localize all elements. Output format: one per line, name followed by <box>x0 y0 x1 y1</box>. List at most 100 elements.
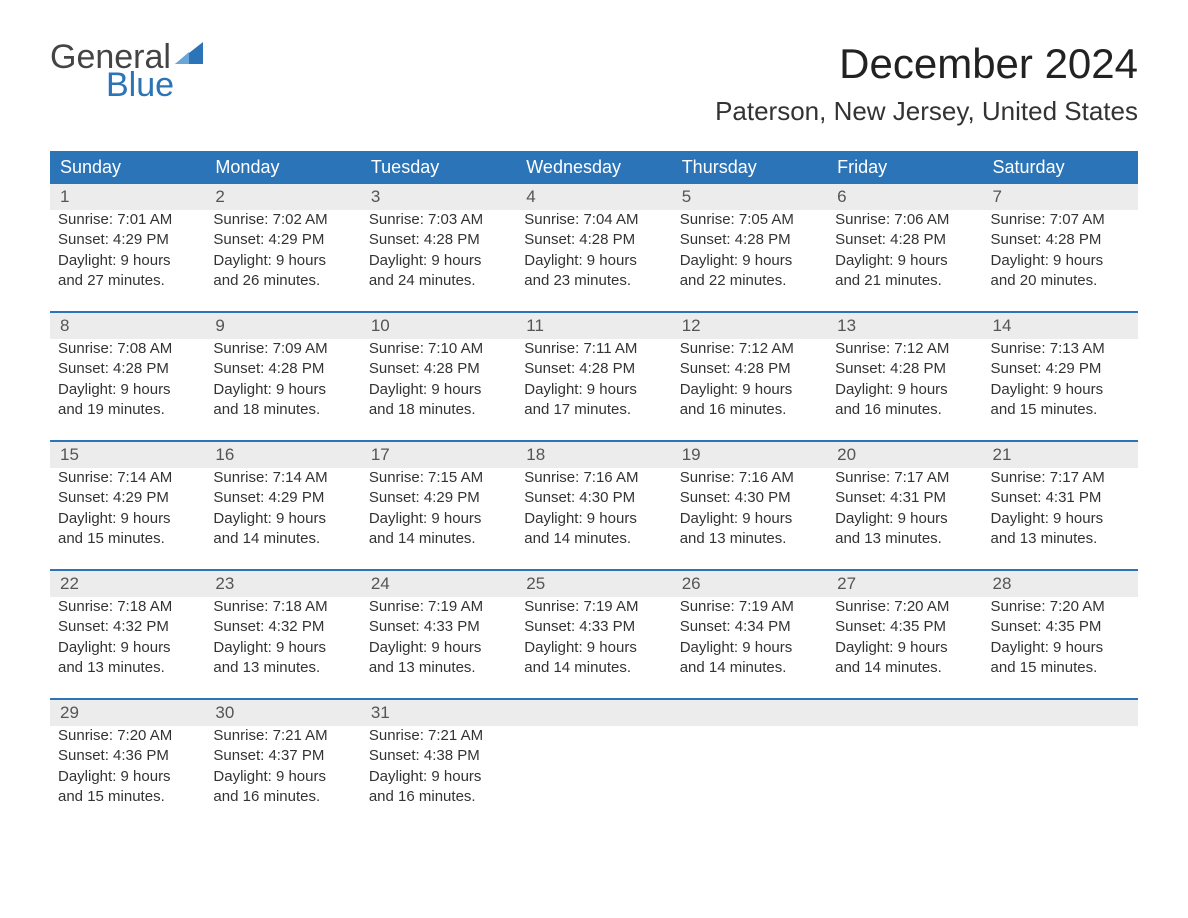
sunrise-line: Sunrise: 7:13 AM <box>991 339 1130 359</box>
weekday-header: Thursday <box>672 151 827 184</box>
daylight-line-1: Daylight: 9 hours <box>58 380 197 400</box>
daylight-line-2: and 18 minutes. <box>213 400 352 420</box>
day-number: 1 <box>50 184 205 210</box>
daylight-line-2: and 13 minutes. <box>835 529 974 549</box>
day-cell: Sunrise: 7:21 AMSunset: 4:38 PMDaylight:… <box>361 726 516 827</box>
day-content-row: Sunrise: 7:01 AMSunset: 4:29 PM Daylight:… <box>50 210 1138 312</box>
sunrise-line: Sunrise: 7:03 AM <box>369 210 508 230</box>
daylight-line-2: and 14 minutes. <box>369 529 508 549</box>
sunset-line: Sunset: 4:28 PM <box>369 359 508 379</box>
day-number-row: 22232425262728 <box>50 570 1138 597</box>
sunrise-line: Sunrise: 7:14 AM <box>58 468 197 488</box>
sunset-line: Sunset: 4:29 PM <box>58 488 197 508</box>
sunset-line: Sunset: 4:28 PM <box>835 230 974 250</box>
daylight-line-1: Daylight: 9 hours <box>835 509 974 529</box>
sunrise-line: Sunrise: 7:05 AM <box>680 210 819 230</box>
day-number: 24 <box>361 570 516 597</box>
sail-icon <box>175 42 205 70</box>
sunrise-line: Sunrise: 7:01 AM <box>58 210 197 230</box>
daylight-line-1: Daylight: 9 hours <box>680 509 819 529</box>
daylight-line-1: Daylight: 9 hours <box>213 767 352 787</box>
day-number: 28 <box>983 570 1138 597</box>
daylight-line-2: and 14 minutes. <box>524 529 663 549</box>
day-number: 10 <box>361 312 516 339</box>
empty-cell <box>516 699 671 726</box>
day-number: 22 <box>50 570 205 597</box>
day-number: 23 <box>205 570 360 597</box>
day-number: 9 <box>205 312 360 339</box>
sunset-line: Sunset: 4:33 PM <box>369 617 508 637</box>
daylight-line-1: Daylight: 9 hours <box>680 380 819 400</box>
weekday-header: Sunday <box>50 151 205 184</box>
day-number-row: 15161718192021 <box>50 441 1138 468</box>
day-cell: Sunrise: 7:04 AMSunset: 4:28 PMDaylight:… <box>516 210 671 312</box>
day-cell: Sunrise: 7:18 AMSunset: 4:32 PMDaylight:… <box>50 597 205 699</box>
sunset-line: Sunset: 4:28 PM <box>835 359 974 379</box>
sunrise-line: Sunrise: 7:20 AM <box>835 597 974 617</box>
day-number: 17 <box>361 441 516 468</box>
weekday-header-row: Sunday Monday Tuesday Wednesday Thursday… <box>50 151 1138 184</box>
daylight-line-2: and 15 minutes. <box>991 658 1130 678</box>
sunrise-line: Sunrise: 7:21 AM <box>369 726 508 746</box>
sunset-line: Sunset: 4:29 PM <box>58 230 197 250</box>
day-content-row: Sunrise: 7:18 AMSunset: 4:32 PMDaylight:… <box>50 597 1138 699</box>
sunrise-line: Sunrise: 7:08 AM <box>58 339 197 359</box>
day-cell: Sunrise: 7:14 AMSunset: 4:29 PMDaylight:… <box>205 468 360 570</box>
sunrise-line: Sunrise: 7:21 AM <box>213 726 352 746</box>
month-title: December 2024 <box>715 40 1138 88</box>
empty-cell <box>672 726 827 827</box>
daylight-line-1: Daylight: 9 hours <box>680 638 819 658</box>
sunset-line: Sunset: 4:32 PM <box>58 617 197 637</box>
sunrise-line: Sunrise: 7:11 AM <box>524 339 663 359</box>
daylight-line-1: Daylight: 9 hours <box>369 380 508 400</box>
calendar-table: Sunday Monday Tuesday Wednesday Thursday… <box>50 151 1138 827</box>
day-number: 15 <box>50 441 205 468</box>
day-cell: Sunrise: 7:02 AMSunset: 4:29 PMDaylight:… <box>205 210 360 312</box>
day-cell: Sunrise: 7:14 AMSunset: 4:29 PMDaylight:… <box>50 468 205 570</box>
day-number: 30 <box>205 699 360 726</box>
daylight-line-1: Daylight: 9 hours <box>991 380 1130 400</box>
sunset-line: Sunset: 4:28 PM <box>58 359 197 379</box>
sunset-line: Sunset: 4:31 PM <box>991 488 1130 508</box>
daylight-line-2: and 14 minutes. <box>680 658 819 678</box>
sunset-line: Sunset: 4:28 PM <box>680 359 819 379</box>
sunset-line: Sunset: 4:34 PM <box>680 617 819 637</box>
day-number: 8 <box>50 312 205 339</box>
sunrise-line: Sunrise: 7:16 AM <box>524 468 663 488</box>
day-cell: Sunrise: 7:18 AMSunset: 4:32 PMDaylight:… <box>205 597 360 699</box>
sunrise-line: Sunrise: 7:19 AM <box>524 597 663 617</box>
day-number: 27 <box>827 570 982 597</box>
daylight-line-2: and 13 minutes. <box>213 658 352 678</box>
sunrise-line: Sunrise: 7:06 AM <box>835 210 974 230</box>
day-cell: Sunrise: 7:12 AMSunset: 4:28 PMDaylight:… <box>827 339 982 441</box>
daylight-line-2: and 27 minutes. <box>58 271 197 291</box>
day-number-row: 891011121314 <box>50 312 1138 339</box>
day-content-row: Sunrise: 7:14 AMSunset: 4:29 PMDaylight:… <box>50 468 1138 570</box>
day-cell: Sunrise: 7:16 AMSunset: 4:30 PMDaylight:… <box>516 468 671 570</box>
daylight-line-1: Daylight: 9 hours <box>213 251 352 271</box>
daylight-line-1: Daylight: 9 hours <box>680 251 819 271</box>
daylight-line-2: and 16 minutes. <box>835 400 974 420</box>
sunset-line: Sunset: 4:28 PM <box>213 359 352 379</box>
sunrise-line: Sunrise: 7:10 AM <box>369 339 508 359</box>
empty-cell <box>983 726 1138 827</box>
sunrise-line: Sunrise: 7:14 AM <box>213 468 352 488</box>
sunrise-line: Sunrise: 7:04 AM <box>524 210 663 230</box>
daylight-line-2: and 16 minutes. <box>369 787 508 807</box>
logo-text-2: Blue <box>106 68 205 102</box>
sunset-line: Sunset: 4:29 PM <box>369 488 508 508</box>
daylight-line-1: Daylight: 9 hours <box>58 638 197 658</box>
daylight-line-1: Daylight: 9 hours <box>58 767 197 787</box>
daylight-line-2: and 20 minutes. <box>991 271 1130 291</box>
sunset-line: Sunset: 4:29 PM <box>213 488 352 508</box>
day-number-row: 1234567 <box>50 184 1138 210</box>
daylight-line-2: and 13 minutes. <box>991 529 1130 549</box>
sunset-line: Sunset: 4:35 PM <box>991 617 1130 637</box>
day-number: 18 <box>516 441 671 468</box>
daylight-line-1: Daylight: 9 hours <box>524 638 663 658</box>
daylight-line-1: Daylight: 9 hours <box>835 251 974 271</box>
daylight-line-1: Daylight: 9 hours <box>835 380 974 400</box>
empty-cell <box>516 726 671 827</box>
daylight-line-1: Daylight: 9 hours <box>369 509 508 529</box>
day-cell: Sunrise: 7:20 AMSunset: 4:35 PMDaylight:… <box>983 597 1138 699</box>
